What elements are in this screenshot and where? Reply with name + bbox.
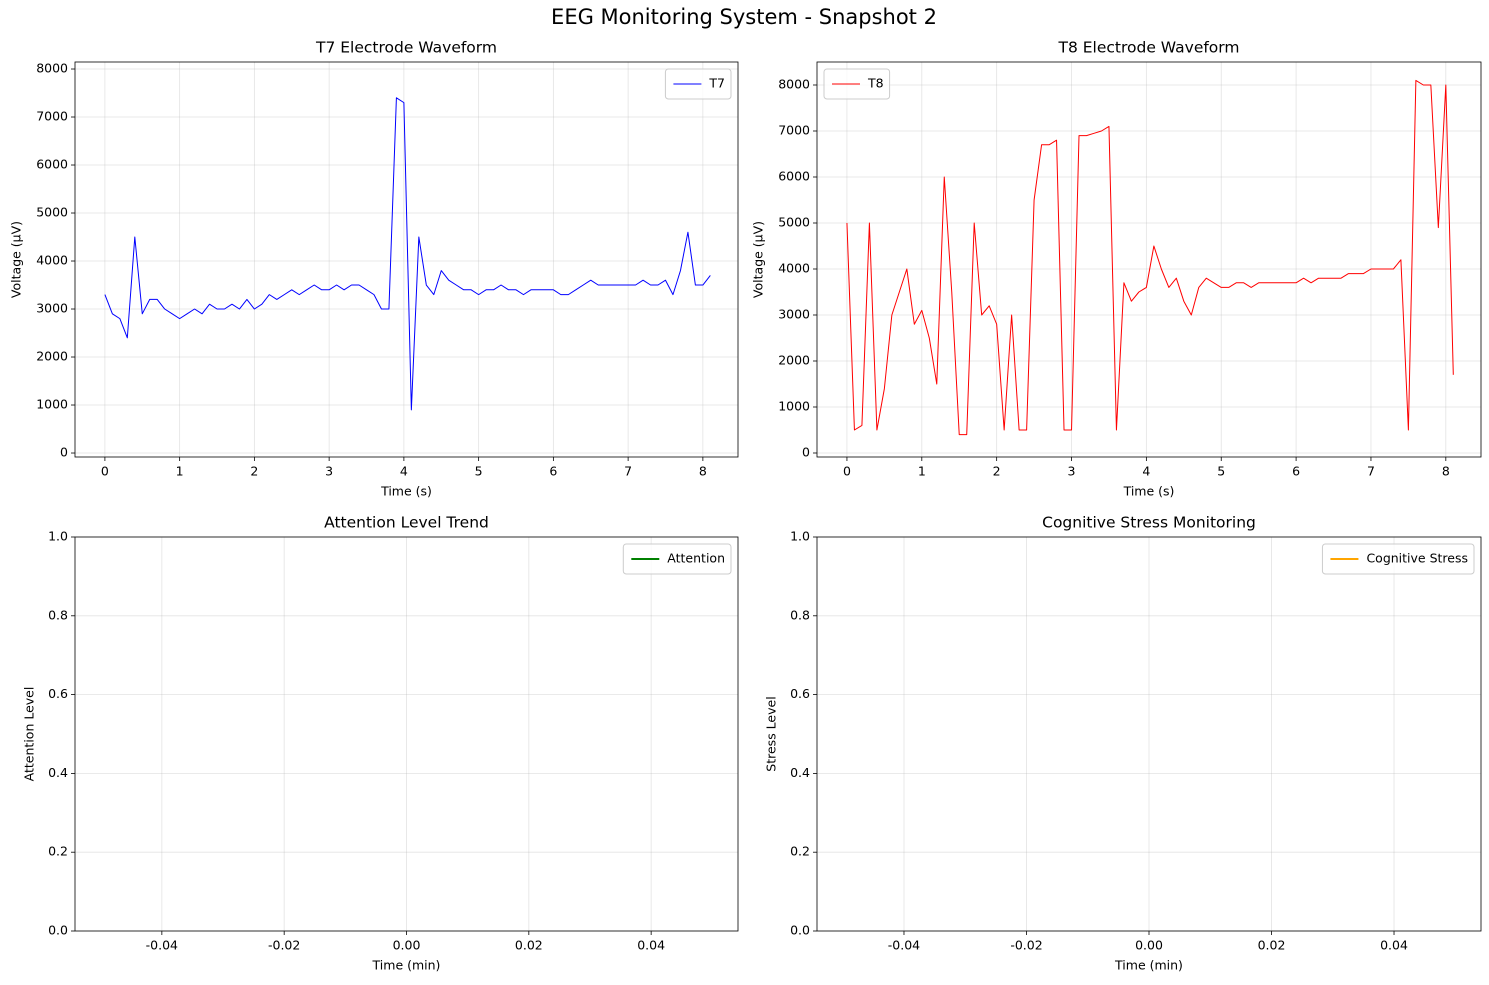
axes-background	[75, 62, 738, 457]
legend-label: T8	[867, 76, 884, 91]
y-tick-label: 7000	[36, 109, 68, 124]
axes-frame	[74, 61, 739, 458]
y-tick-label: 6000	[36, 157, 68, 172]
plot-area: 0 1 2 3 4 5 6 7 8 0 1000 2000 3000 4000 5000 6000 7000 80…	[751, 39, 1482, 499]
legend: Attention	[622, 543, 732, 575]
x-tick-label: 8	[1442, 464, 1450, 479]
y-tick-label: 0.4	[790, 765, 810, 780]
y-tick-label: 2000	[778, 352, 810, 367]
y-tick-label: 0.4	[48, 765, 68, 780]
x-tick-label: 7	[1367, 464, 1375, 479]
x-tick-label: 2	[250, 464, 258, 479]
axes-frame	[74, 536, 739, 932]
y-tick-label: 5000	[778, 214, 810, 229]
axes-background	[817, 62, 1481, 457]
y-tick-label: 0.6	[790, 686, 810, 701]
x-tick-label: 1	[176, 464, 184, 479]
y-tick-label: 0.2	[790, 844, 810, 859]
y-tick-label: 3000	[36, 301, 68, 316]
x-tick-label: 0.04	[1380, 938, 1408, 953]
axes-background	[75, 537, 738, 931]
x-tick-label: 0.04	[637, 938, 665, 953]
plot-area: 0 1 2 3 4 5 6 7 8 0 1000 2000 3000 4000 5000 6000 7000 80…	[9, 39, 739, 499]
axes-title: Attention Level Trend	[324, 514, 489, 532]
x-tick-label: 5	[1217, 464, 1225, 479]
x-tick-label: 4	[1142, 464, 1150, 479]
x-tick-label: -0.04	[146, 938, 178, 953]
y-tick-label: 0	[802, 444, 810, 459]
x-tick-label: 3	[325, 464, 333, 479]
y-tick-label: 8000	[36, 61, 68, 76]
axes-frame	[816, 536, 1482, 932]
y-axis-label: Voltage (µV)	[9, 221, 24, 298]
x-tick-label: 5	[475, 464, 483, 479]
legend: T8	[823, 68, 891, 100]
y-tick-label: 1.0	[48, 529, 68, 544]
y-tick-label: 0.8	[48, 607, 68, 622]
y-tick-label: 0.0	[48, 923, 68, 938]
legend-box	[1321, 543, 1475, 575]
y-axis-label: Attention Level	[22, 687, 37, 782]
legend: T7	[664, 68, 732, 100]
axes-title: T8 Electrode Waveform	[1058, 39, 1240, 57]
legend-label: Cognitive Stress	[1366, 551, 1468, 566]
x-axis-label: Time (s)	[380, 484, 432, 499]
x-tick-label: 0.00	[393, 938, 421, 953]
axes-frame	[816, 61, 1482, 458]
x-tick-label: -0.02	[1010, 938, 1042, 953]
waveform-line	[104, 97, 711, 411]
y-tick-label: 0.2	[48, 844, 68, 859]
y-tick-label: 1.0	[790, 529, 810, 544]
y-tick-label: 5000	[36, 205, 68, 220]
axes-title: T7 Electrode Waveform	[315, 39, 497, 57]
axes-background	[817, 537, 1481, 931]
legend-box	[622, 543, 732, 575]
x-tick-label: -0.02	[268, 938, 300, 953]
x-axis-label: Time (min)	[1114, 958, 1183, 973]
legend-label: T7	[708, 76, 725, 91]
y-tick-label: 0	[60, 445, 68, 460]
legend: Cognitive Stress	[1321, 543, 1475, 575]
y-tick-label: 0.6	[48, 686, 68, 701]
plot-area: -0.04 -0.02 0.00 0.02 0.04 0.0 0.2 0.4 0.6 0.8 1.0…	[764, 514, 1482, 973]
x-tick-label: 6	[1292, 464, 1300, 479]
legend-label: Attention	[667, 551, 725, 566]
x-tick-label: -0.04	[888, 938, 920, 953]
x-tick-label: 8	[699, 464, 707, 479]
y-tick-label: 1000	[36, 397, 68, 412]
x-tick-label: 0.02	[1258, 938, 1286, 953]
y-tick-label: 7000	[778, 122, 810, 137]
y-tick-label: 6000	[778, 168, 810, 183]
y-tick-label: 2000	[36, 349, 68, 364]
y-tick-label: 4000	[36, 253, 68, 268]
axes-title: Cognitive Stress Monitoring	[1042, 514, 1256, 532]
x-tick-label: 3	[1068, 464, 1076, 479]
figure-title: EEG Monitoring System - Snapshot 2	[551, 5, 937, 29]
x-tick-label: 0	[101, 464, 109, 479]
y-tick-label: 3000	[778, 306, 810, 321]
y-axis-label: Stress Level	[764, 696, 779, 771]
x-axis-label: Time (min)	[372, 958, 441, 973]
x-tick-label: 7	[624, 464, 632, 479]
x-tick-label: 6	[549, 464, 557, 479]
x-tick-label: 0	[843, 464, 851, 479]
y-axis-label: Voltage (µV)	[751, 221, 766, 298]
x-axis-label: Time (s)	[1123, 484, 1175, 499]
y-tick-label: 0.0	[790, 923, 810, 938]
x-tick-label: 2	[993, 464, 1001, 479]
x-tick-label: 0.02	[515, 938, 543, 953]
waveform-line	[846, 79, 1454, 436]
y-tick-label: 0.8	[790, 607, 810, 622]
y-tick-label: 8000	[778, 76, 810, 91]
y-tick-label: 1000	[778, 398, 810, 413]
y-tick-label: 4000	[778, 260, 810, 275]
plot-area: -0.04 -0.02 0.00 0.02 0.04 0.0 0.2 0.4 0.6 0.8 1.0…	[22, 514, 739, 973]
x-tick-label: 0.00	[1135, 938, 1163, 953]
x-tick-label: 4	[400, 464, 408, 479]
x-tick-label: 1	[918, 464, 926, 479]
